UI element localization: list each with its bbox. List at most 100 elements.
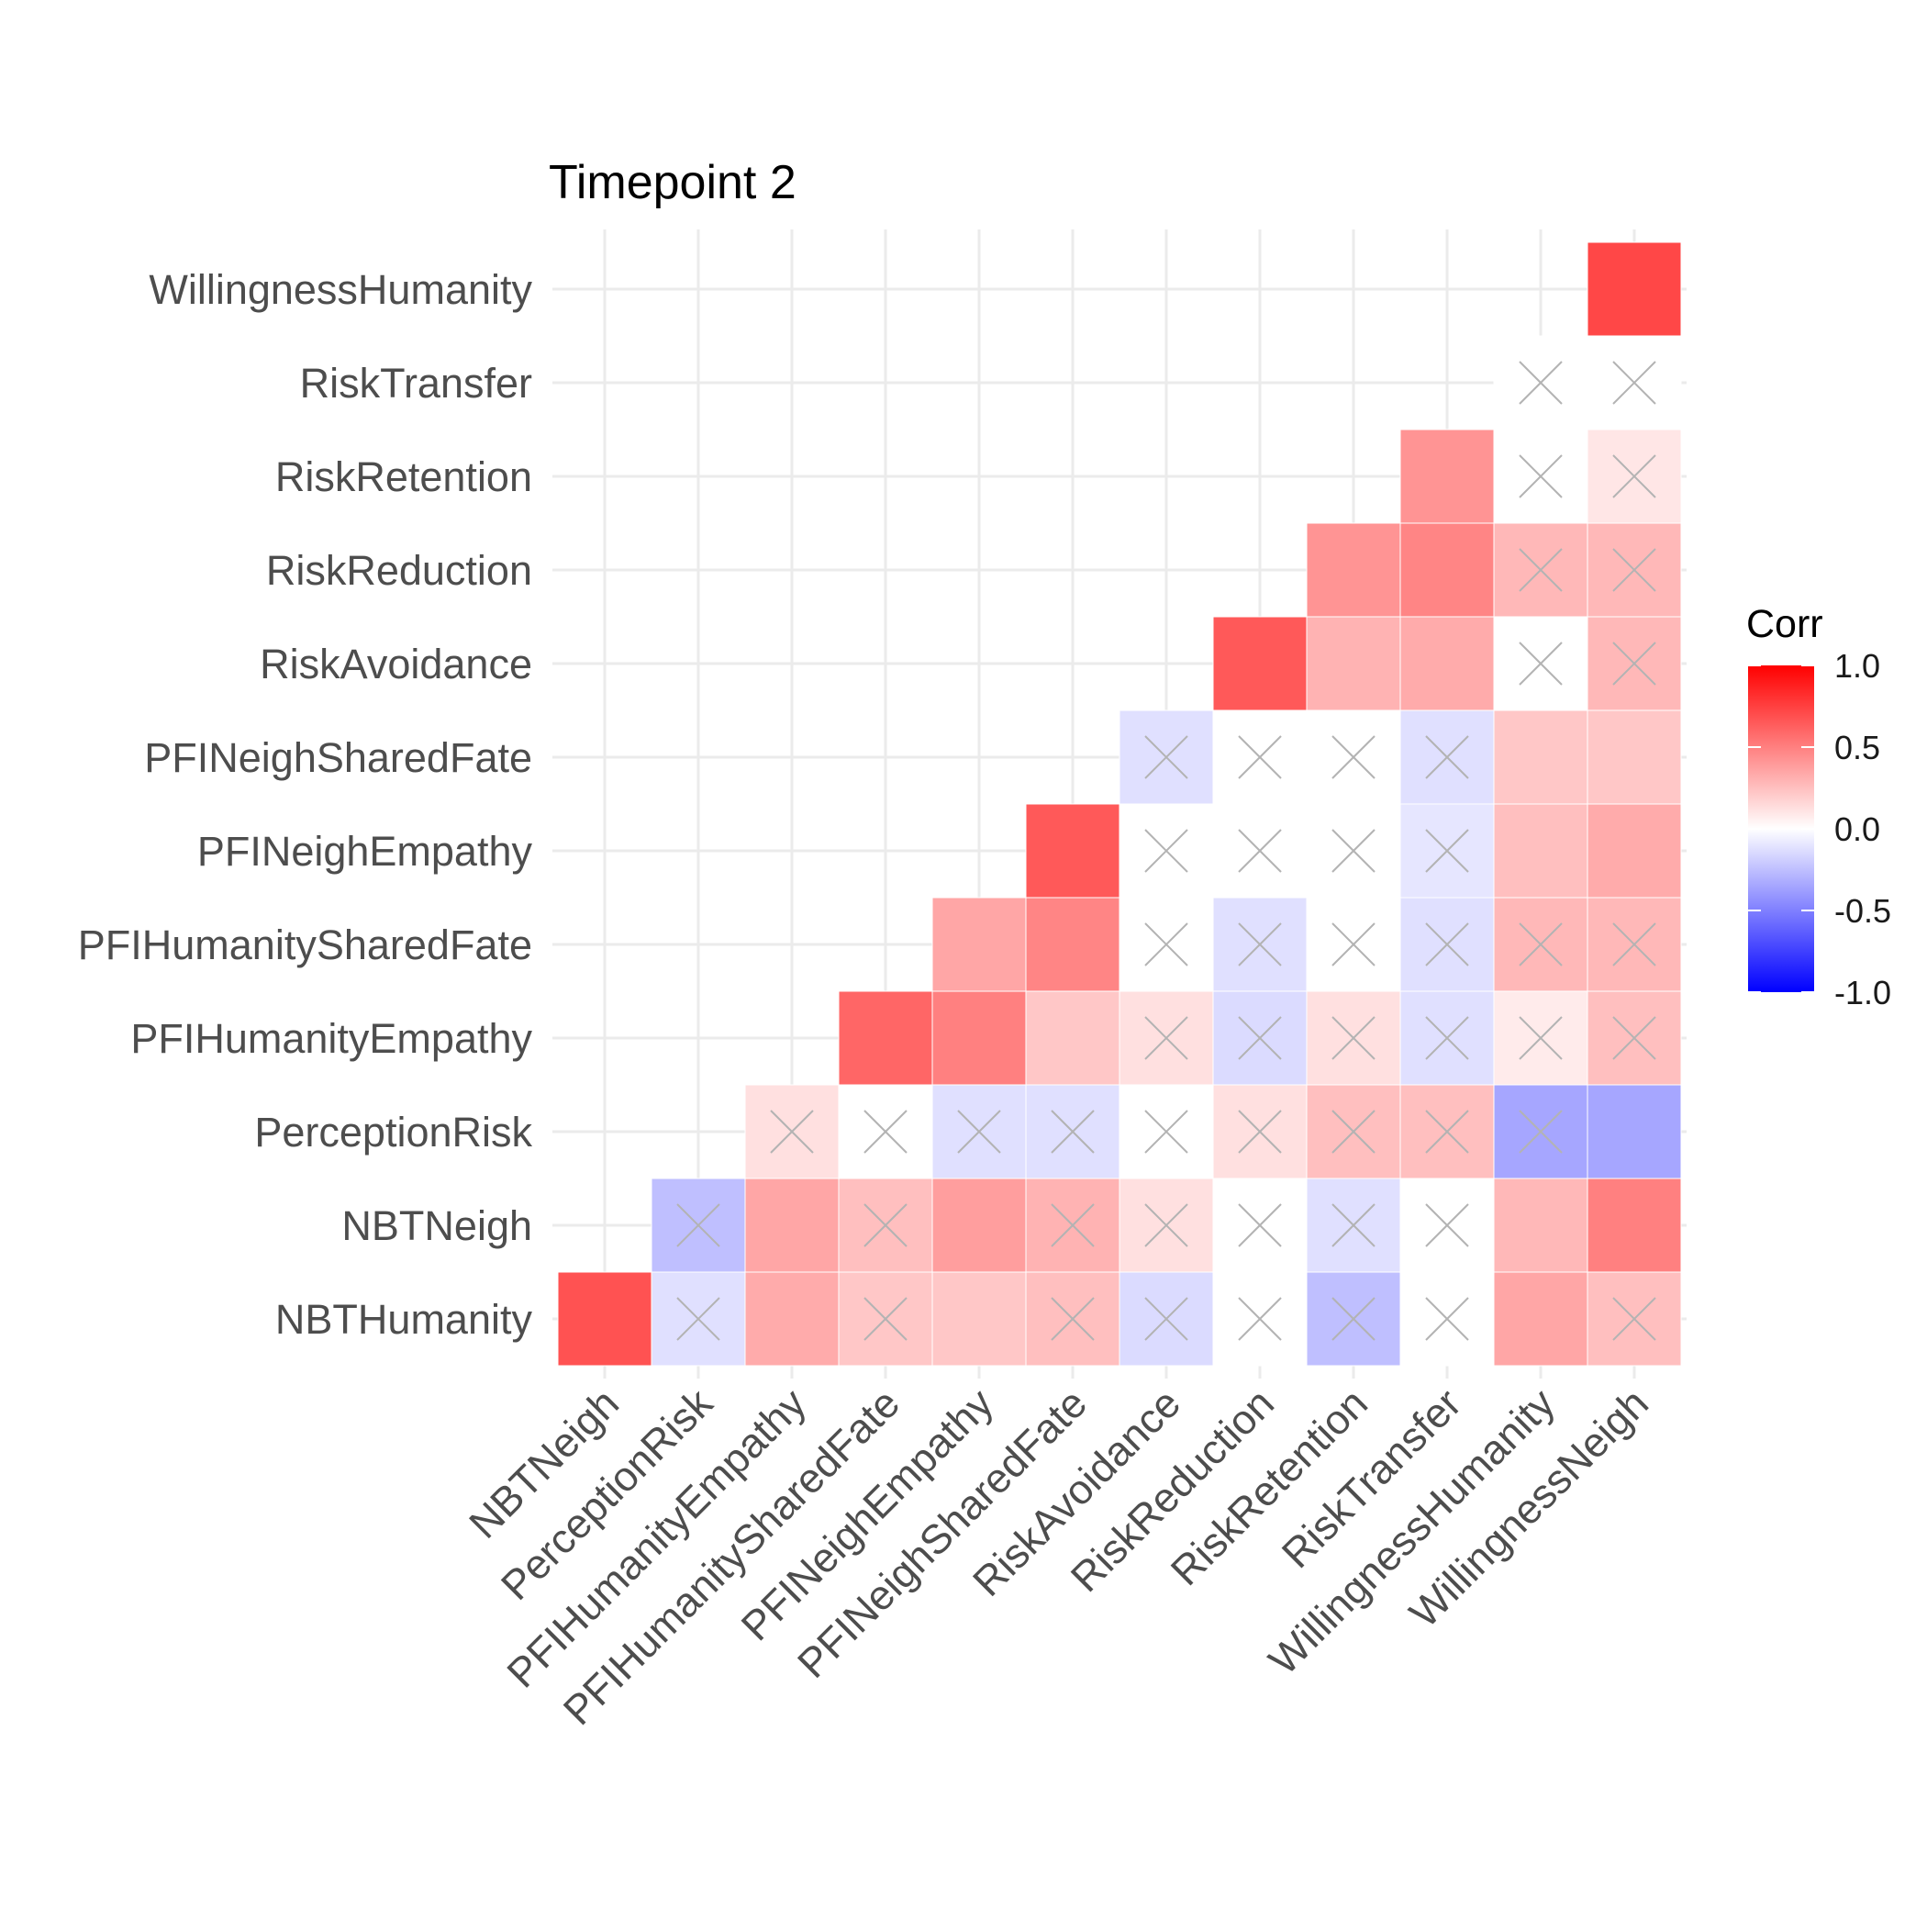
nonsignificant-x-marker [1519, 922, 1563, 966]
nonsignificant-x-marker [1051, 1203, 1095, 1247]
heatmap-cell [1587, 241, 1682, 337]
heatmap-cell [1493, 709, 1588, 805]
nonsignificant-x-marker [1051, 1297, 1095, 1341]
y-tick-label: NBTHumanity [275, 1296, 533, 1343]
heatmap-cell [1587, 1178, 1682, 1273]
heatmap-cell [931, 1271, 1027, 1367]
heatmap-cell [1587, 709, 1682, 805]
heatmap-cell [1306, 522, 1401, 618]
nonsignificant-x-marker [1238, 735, 1282, 779]
nonsignificant-x-marker [1331, 1016, 1376, 1060]
heatmap-cell [1025, 803, 1120, 899]
nonsignificant-x-marker [1425, 735, 1469, 779]
y-tick-label: RiskTransfer [300, 360, 532, 407]
nonsignificant-x-marker [1612, 361, 1656, 405]
legend-tick-label: -0.5 [1834, 892, 1891, 930]
heatmap-cell [1025, 897, 1120, 992]
heatmap-cell [1399, 616, 1495, 711]
nonsignificant-x-marker [1331, 922, 1376, 966]
nonsignificant-x-marker [1519, 548, 1563, 592]
nonsignificant-x-marker [1144, 1110, 1188, 1154]
nonsignificant-x-marker [863, 1297, 908, 1341]
heatmap-cell [557, 1271, 652, 1367]
nonsignificant-x-marker [1612, 1016, 1656, 1060]
heatmap-cell [1212, 616, 1308, 711]
nonsignificant-x-marker [1519, 1016, 1563, 1060]
y-tick-label: WillingnessHumanity [149, 266, 532, 313]
nonsignificant-x-marker [1238, 1016, 1282, 1060]
chart-title: Timepoint 2 [549, 156, 796, 209]
legend-tick-label: 0.5 [1834, 729, 1880, 766]
nonsignificant-x-marker [1425, 922, 1469, 966]
y-tick-label: NBTNeigh [341, 1202, 532, 1249]
nonsignificant-marker-layer [676, 361, 1656, 1341]
y-tick-label: RiskAvoidance [260, 641, 532, 687]
heatmap-cell [931, 1178, 1027, 1273]
legend-tick-label: 1.0 [1834, 647, 1880, 685]
nonsignificant-x-marker [1519, 1110, 1563, 1154]
nonsignificant-x-marker [1331, 1110, 1376, 1154]
nonsignificant-x-marker [1425, 1016, 1469, 1060]
nonsignificant-x-marker [1331, 1297, 1376, 1341]
nonsignificant-x-marker [770, 1110, 814, 1154]
nonsignificant-x-marker [1331, 829, 1376, 873]
heatmap-cell [1493, 1178, 1588, 1273]
heatmap-cell [931, 990, 1027, 1086]
heatmap-cell [1399, 522, 1495, 618]
nonsignificant-x-marker [1144, 735, 1188, 779]
nonsignificant-x-marker [1425, 829, 1469, 873]
heatmap-cell [744, 1271, 840, 1367]
nonsignificant-x-marker [676, 1297, 720, 1341]
nonsignificant-x-marker [676, 1203, 720, 1247]
nonsignificant-x-marker [1144, 829, 1188, 873]
heatmap-cell [1399, 429, 1495, 524]
nonsignificant-x-marker [1612, 454, 1656, 498]
heatmap-cell [1399, 1271, 1495, 1367]
y-tick-label: PFINeighSharedFate [144, 734, 532, 781]
y-tick-label: PFINeighEmpathy [197, 828, 533, 875]
nonsignificant-x-marker [1331, 1203, 1376, 1247]
heatmap-cell [1493, 803, 1588, 899]
nonsignificant-x-marker [1144, 1016, 1188, 1060]
nonsignificant-x-marker [1612, 1297, 1656, 1341]
y-tick-label: PFIHumanitySharedFate [78, 921, 532, 968]
nonsignificant-x-marker [1519, 361, 1563, 405]
nonsignificant-x-marker [1238, 829, 1282, 873]
legend-ticks: 1.0 0.5 0.0 -0.5 -1.0 [1748, 647, 1891, 1011]
heatmap-cell [1306, 616, 1401, 711]
nonsignificant-x-marker [1425, 1203, 1469, 1247]
nonsignificant-x-marker [1238, 1203, 1282, 1247]
nonsignificant-x-marker [1331, 735, 1376, 779]
nonsignificant-x-marker [863, 1110, 908, 1154]
heatmap-cell [1587, 803, 1682, 899]
heatmap-cell [838, 990, 933, 1086]
heatmap-cell [1025, 990, 1120, 1086]
nonsignificant-x-marker [1425, 1297, 1469, 1341]
nonsignificant-x-marker [1051, 1110, 1095, 1154]
heatmap-cell [1587, 1084, 1682, 1179]
y-tick-label: PFIHumanityEmpathy [130, 1015, 532, 1062]
nonsignificant-x-marker [863, 1203, 908, 1247]
y-tick-label: RiskRetention [275, 453, 532, 500]
nonsignificant-x-marker [1238, 1297, 1282, 1341]
nonsignificant-x-marker [957, 1110, 1001, 1154]
nonsignificant-x-marker [1612, 548, 1656, 592]
y-tick-label: PerceptionRisk [254, 1109, 532, 1156]
legend-title: Corr [1746, 602, 1823, 646]
nonsignificant-x-marker [1612, 922, 1656, 966]
nonsignificant-x-marker [1238, 1110, 1282, 1154]
nonsignificant-x-marker [1144, 922, 1188, 966]
nonsignificant-x-marker [1425, 1110, 1469, 1154]
y-axis-tick-labels: NBTHumanity NBTNeigh PerceptionRisk PFIHuma… [78, 266, 533, 1343]
nonsignificant-x-marker [1144, 1203, 1188, 1247]
legend: Corr 1.0 0.5 0.0 -0.5 -1.0 [1746, 602, 1891, 1011]
legend-tick-label: 0.0 [1834, 810, 1880, 848]
nonsignificant-x-marker [1238, 922, 1282, 966]
heatmap-cell [931, 897, 1027, 992]
nonsignificant-x-marker [1519, 642, 1563, 686]
nonsignificant-x-marker [1144, 1297, 1188, 1341]
heatmap-cell [1493, 1271, 1588, 1367]
nonsignificant-x-marker [1519, 454, 1563, 498]
